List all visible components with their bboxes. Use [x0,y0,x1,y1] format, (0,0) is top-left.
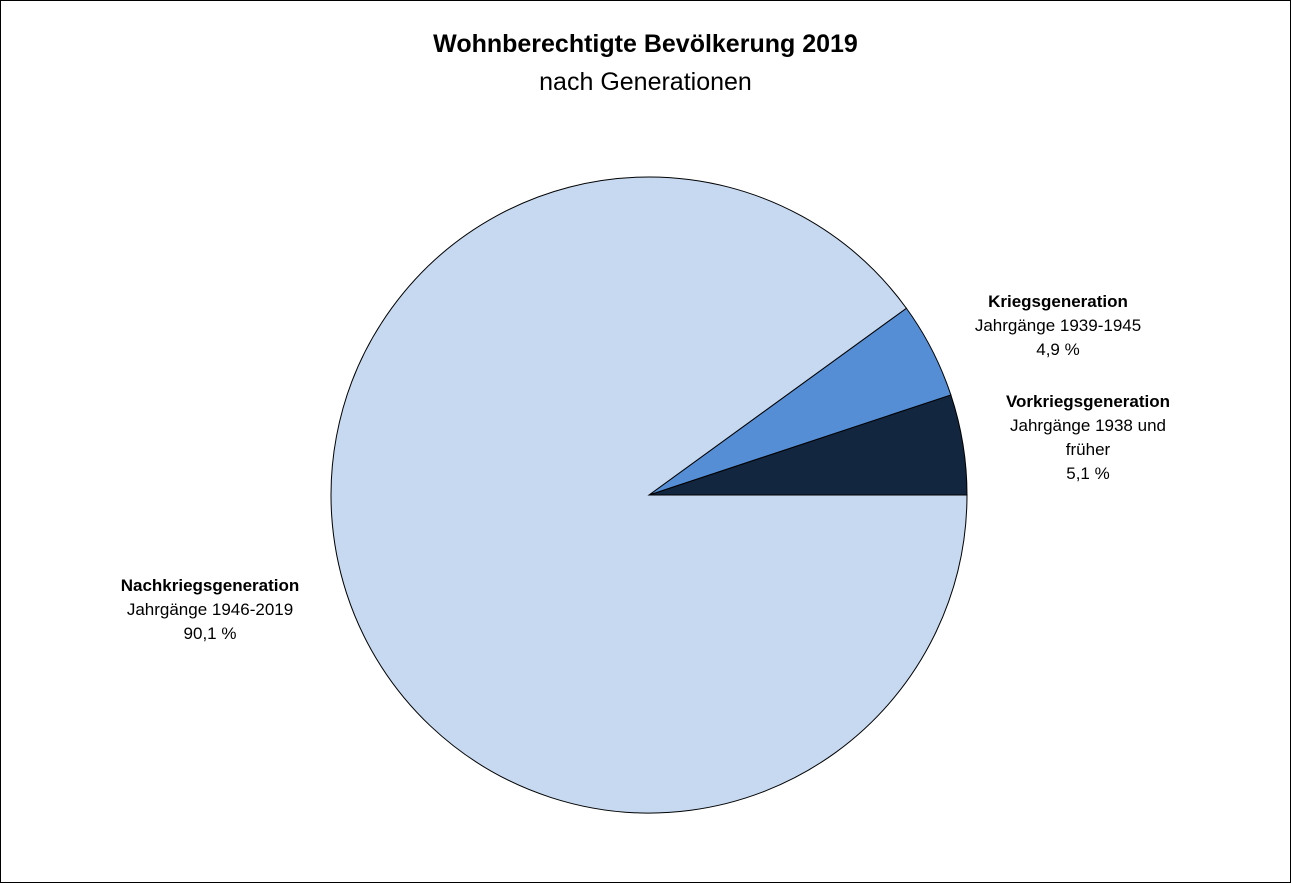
slice-sublabel: Jahrgänge 1938 und früher [1010,416,1166,459]
slice-name: Vorkriegsgeneration [1005,392,1171,411]
slice-name: Kriegsgeneration [988,292,1128,311]
slice-sublabel: Jahrgänge 1939-1945 [974,316,1142,335]
slice-label: Kriegsgeneration Jahrgänge 1939-1945 4,9 % [948,290,1168,362]
chart-title: Wohnberechtigte Bevölkerung 2019 [433,30,858,58]
slice-label: Vorkriegsgeneration Jahrgänge 1938 und fr… [988,390,1188,486]
pie-slice [330,176,968,814]
chart-subtitle: nach Generationen [539,68,752,96]
slice-value-label: 5,1 % [1066,464,1110,483]
slice-value-label: 90,1 % [183,624,237,643]
slice-sublabel: Jahrgänge 1946-2019 [126,600,294,619]
slice-value-label: 4,9 % [1036,340,1080,359]
slice-name: Nachkriegsgeneration [120,576,300,595]
slice-label: Nachkriegsgeneration Jahrgänge 1946-2019 9… [90,574,330,646]
